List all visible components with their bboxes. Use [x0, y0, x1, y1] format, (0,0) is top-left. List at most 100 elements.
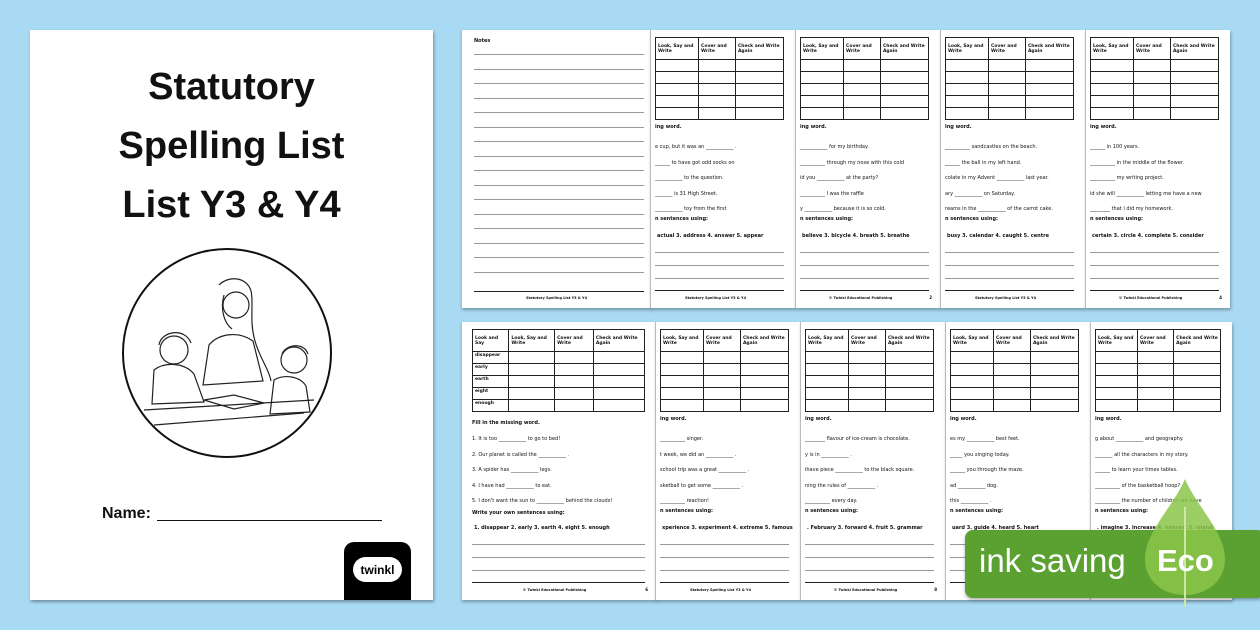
notes-line[interactable] [474, 271, 644, 273]
table-cell[interactable] [993, 387, 1031, 400]
table-cell[interactable] [843, 59, 881, 72]
table-cell[interactable] [554, 387, 594, 400]
table-cell[interactable] [1089, 59, 1135, 72]
table-cell[interactable] [554, 375, 594, 388]
table-cell[interactable] [654, 95, 700, 108]
table-cell[interactable] [508, 351, 556, 364]
table-cell[interactable] [848, 375, 886, 388]
table-cell[interactable] [1173, 375, 1221, 388]
table-cell[interactable] [949, 387, 995, 400]
table-cell[interactable] [1133, 95, 1171, 108]
table-cell[interactable] [1095, 363, 1138, 376]
notes-line[interactable] [474, 199, 644, 200]
table-cell[interactable] [1089, 107, 1135, 120]
table-cell[interactable] [848, 387, 886, 400]
table-cell[interactable] [739, 399, 790, 412]
table-cell[interactable] [843, 71, 881, 84]
notes-line[interactable] [474, 257, 644, 258]
table-cell[interactable] [944, 59, 990, 72]
table-cell[interactable] [804, 399, 850, 412]
table-cell[interactable] [1024, 83, 1075, 96]
writing-line[interactable] [655, 252, 784, 253]
table-cell[interactable] [734, 83, 785, 96]
table-cell[interactable] [843, 107, 881, 120]
table-cell[interactable] [1169, 95, 1220, 108]
table-cell[interactable] [884, 351, 935, 364]
table-cell[interactable] [1133, 59, 1171, 72]
table-cell[interactable] [1089, 83, 1135, 96]
name-field-line[interactable] [157, 520, 382, 521]
table-cell[interactable] [944, 71, 990, 84]
table-cell[interactable] [804, 375, 850, 388]
table-cell[interactable] [799, 107, 845, 120]
table-cell[interactable] [698, 95, 736, 108]
notes-line[interactable] [474, 141, 644, 142]
notes-line[interactable] [474, 228, 644, 229]
table-cell[interactable] [554, 399, 594, 412]
table-cell[interactable] [884, 363, 935, 376]
table-cell[interactable] [734, 107, 785, 120]
table-cell[interactable] [988, 107, 1026, 120]
table-cell[interactable] [703, 363, 741, 376]
table-cell[interactable] [698, 71, 736, 84]
writing-line[interactable] [660, 570, 789, 571]
table-cell[interactable] [799, 95, 845, 108]
table-cell[interactable] [592, 363, 646, 376]
table-cell[interactable] [1169, 83, 1220, 96]
table-cell[interactable] [1173, 363, 1221, 376]
writing-line[interactable] [1090, 278, 1219, 279]
table-cell[interactable] [884, 375, 935, 388]
table-cell[interactable] [592, 387, 646, 400]
table-cell[interactable] [799, 71, 845, 84]
notes-line[interactable] [474, 126, 644, 128]
table-cell[interactable] [1173, 351, 1221, 364]
table-cell[interactable] [949, 375, 995, 388]
table-cell[interactable] [993, 375, 1031, 388]
table-cell[interactable] [988, 83, 1026, 96]
table-cell[interactable] [879, 71, 930, 84]
table-cell[interactable] [993, 363, 1031, 376]
writing-line[interactable] [805, 570, 934, 571]
table-cell[interactable] [1029, 363, 1080, 376]
writing-line[interactable] [1090, 252, 1219, 253]
table-cell[interactable] [698, 107, 736, 120]
table-cell[interactable] [508, 387, 556, 400]
table-cell[interactable] [1136, 387, 1175, 400]
table-cell[interactable] [654, 107, 700, 120]
table-cell[interactable] [944, 107, 990, 120]
table-cell[interactable] [734, 95, 785, 108]
table-cell[interactable]: disappear [471, 351, 510, 364]
table-cell[interactable] [592, 399, 646, 412]
table-cell[interactable] [988, 95, 1026, 108]
writing-line[interactable] [1090, 265, 1219, 266]
table-cell[interactable] [1136, 351, 1175, 364]
table-cell[interactable] [1133, 71, 1171, 84]
table-cell[interactable] [654, 71, 700, 84]
table-cell[interactable] [698, 83, 736, 96]
writing-line[interactable] [660, 544, 789, 545]
table-cell[interactable] [843, 83, 881, 96]
table-cell[interactable] [1136, 363, 1175, 376]
notes-line[interactable] [474, 97, 644, 99]
table-cell[interactable] [554, 351, 594, 364]
table-cell[interactable] [698, 59, 736, 72]
table-cell[interactable] [804, 351, 850, 364]
table-cell[interactable] [654, 59, 700, 72]
writing-line[interactable] [945, 278, 1074, 279]
table-cell[interactable] [734, 71, 785, 84]
table-cell[interactable] [1169, 107, 1220, 120]
table-cell[interactable] [993, 351, 1031, 364]
table-cell[interactable] [1169, 59, 1220, 72]
writing-line[interactable] [655, 278, 784, 279]
writing-line[interactable] [945, 265, 1074, 266]
table-cell[interactable]: early [471, 363, 510, 376]
table-cell[interactable] [739, 375, 790, 388]
table-cell[interactable] [508, 363, 556, 376]
table-cell[interactable] [1024, 107, 1075, 120]
table-cell[interactable] [944, 83, 990, 96]
writing-line[interactable] [472, 544, 645, 545]
table-cell[interactable] [1095, 375, 1138, 388]
table-cell[interactable] [654, 83, 700, 96]
table-cell[interactable] [879, 83, 930, 96]
table-cell[interactable] [1173, 399, 1221, 412]
